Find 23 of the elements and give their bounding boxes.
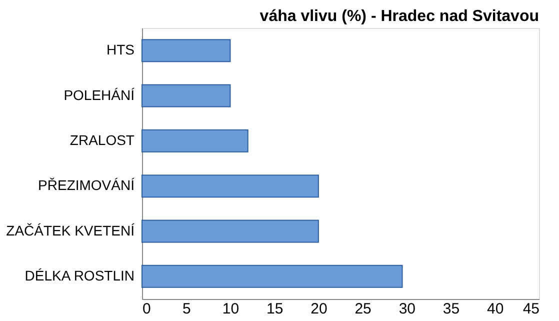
bar: [142, 220, 319, 243]
x-tick-label: 10: [222, 300, 240, 318]
x-tick-label: 30: [398, 300, 416, 318]
x-tick-label: 40: [487, 300, 504, 318]
y-tick-label: DÉLKA ROSTLIN: [24, 267, 134, 284]
x-tick-label: 20: [310, 300, 328, 318]
bar: [142, 264, 403, 288]
y-tick-label: HTS: [106, 42, 134, 58]
chart-title: váha vlivu (%) - Hradec nad Svitavou: [260, 8, 539, 25]
bar: [142, 84, 231, 108]
y-tick-label: ZAČÁTEK KVETENÍ: [6, 222, 135, 238]
y-tick-label: ZRALOST: [70, 132, 135, 148]
x-tick-label: 0: [142, 300, 151, 318]
x-tick-label: 15: [266, 300, 284, 318]
y-tick-label: PŘEZIMOVÁNÍ: [38, 177, 135, 194]
y-tick-label: POLEHÁNÍ: [64, 86, 135, 103]
x-tick-label: 45: [522, 300, 540, 318]
bar: [142, 129, 248, 152]
x-tick-label: 35: [442, 300, 460, 318]
bar: [142, 174, 319, 198]
x-tick-label: 5: [182, 300, 191, 318]
x-tick-label: 25: [354, 300, 372, 318]
bar: [142, 39, 231, 62]
